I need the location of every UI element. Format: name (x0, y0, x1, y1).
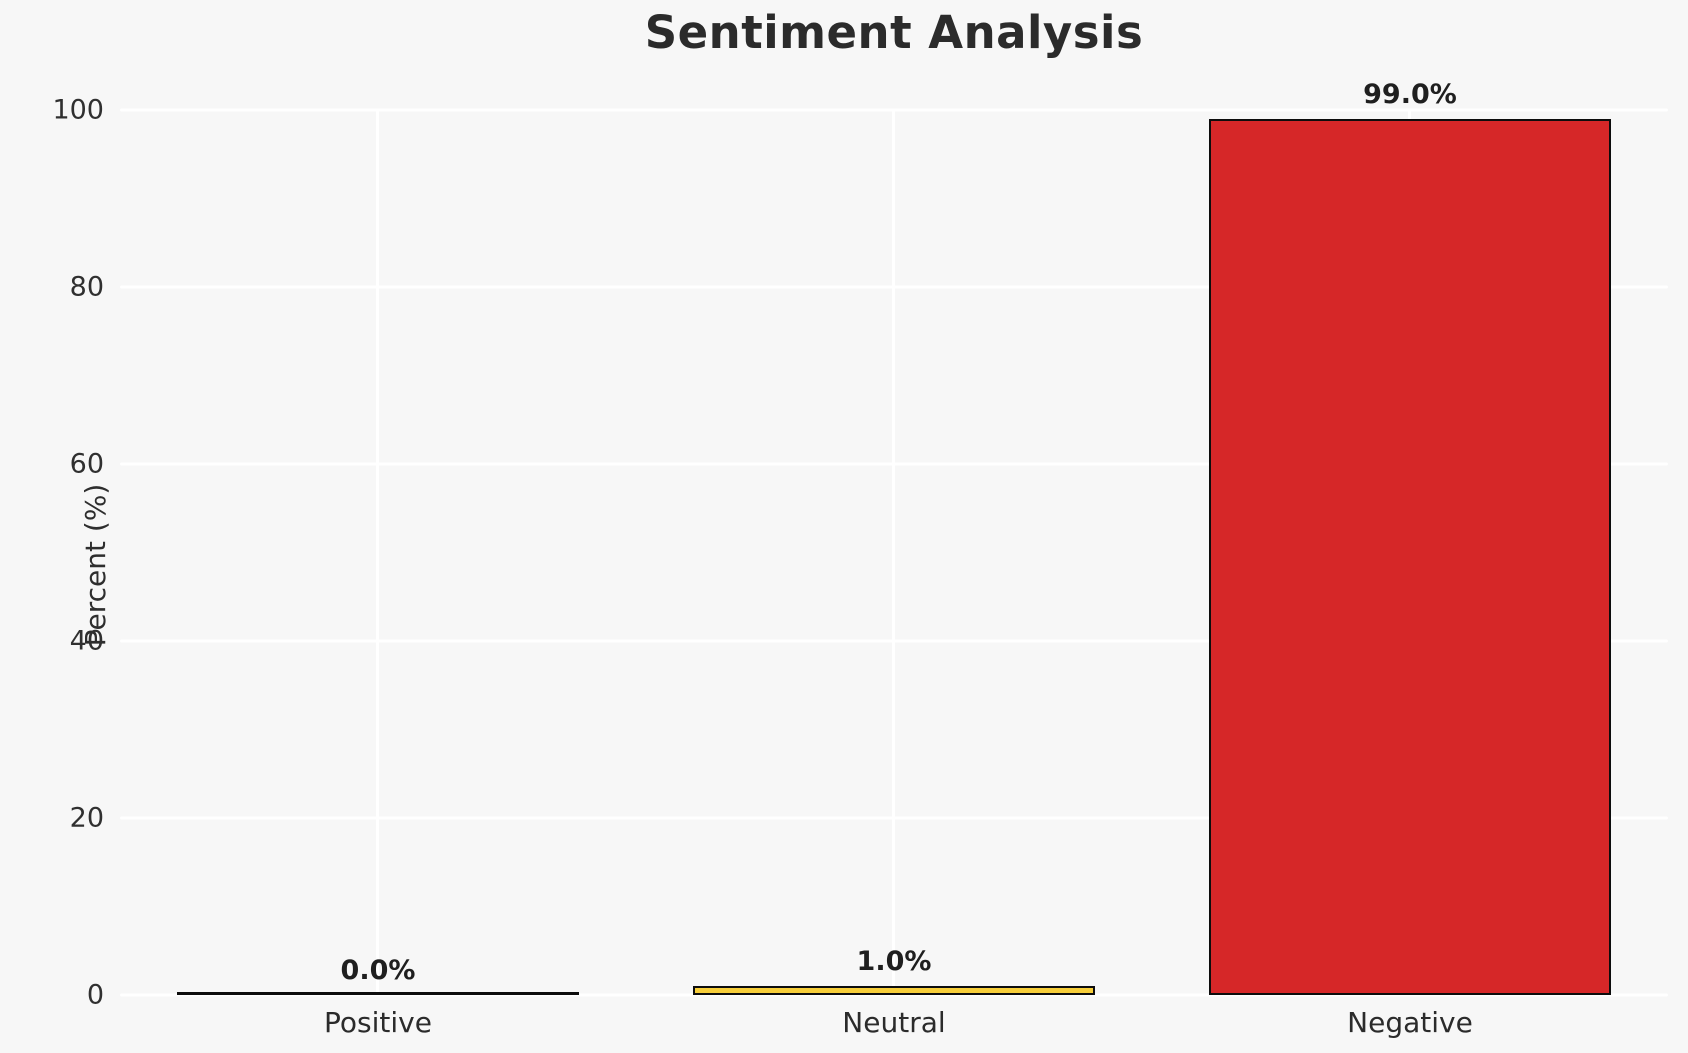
category-column-positive: 0.0% Positive (120, 110, 636, 1037)
category-column-neutral: 1.0% Neutral (636, 110, 1152, 1037)
gridline-0 (120, 993, 1668, 997)
y-tick-40: 40 (69, 625, 104, 657)
vertical-gridline-neutral (892, 110, 896, 995)
y-tick-0: 0 (86, 979, 104, 1011)
bar-positive (176, 992, 580, 995)
y-tick-80: 80 (69, 271, 104, 303)
x-tick-label-neutral: Neutral (842, 1006, 946, 1039)
bar-neutral (692, 986, 1096, 995)
bar-negative (1208, 118, 1612, 995)
y-tick-100: 100 (52, 94, 104, 126)
vertical-gridline-positive (376, 110, 380, 995)
bar-value-label-positive: 0.0% (340, 955, 416, 986)
x-tick-label-negative: Negative (1347, 1006, 1473, 1039)
y-tick-60: 60 (69, 448, 104, 480)
y-axis-tick-labels: 0 20 40 60 80 100 (0, 97, 104, 1009)
plot-area: 0.0% Positive 1.0% Neutral 99.0% Negativ… (120, 81, 1668, 1037)
chart-title: Sentiment Analysis (644, 6, 1144, 59)
category-column-negative: 99.0% Negative (1152, 81, 1668, 1037)
bar-value-label-neutral: 1.0% (856, 946, 932, 978)
bar-value-label-negative: 99.0% (1363, 78, 1457, 110)
y-tick-20: 20 (69, 802, 104, 834)
x-tick-label-positive: Positive (324, 1006, 432, 1039)
